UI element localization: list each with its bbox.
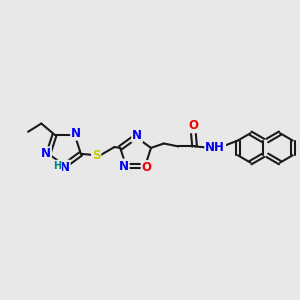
Text: N: N [60, 160, 70, 174]
Text: O: O [142, 161, 152, 174]
Text: S: S [92, 149, 100, 162]
Text: H: H [53, 160, 61, 171]
Text: N: N [119, 160, 129, 172]
Text: NH: NH [205, 141, 225, 154]
Text: O: O [188, 119, 198, 132]
Text: N: N [41, 147, 51, 160]
Text: N: N [132, 129, 142, 142]
Text: N: N [71, 127, 81, 140]
